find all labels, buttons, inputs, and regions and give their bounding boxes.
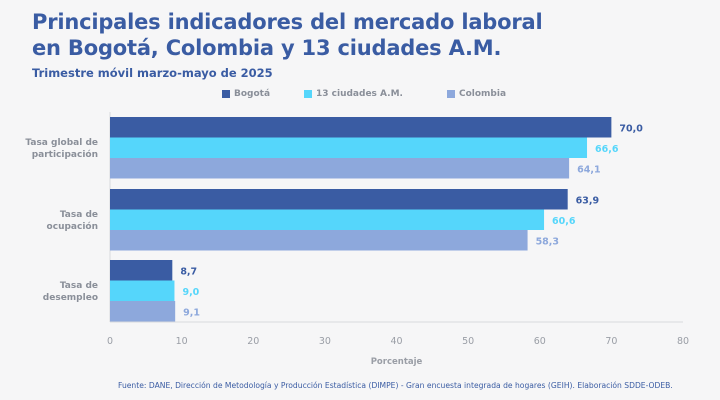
x-tick-label-70: 70 xyxy=(605,336,617,347)
legend-swatch-13-ciudades xyxy=(304,90,312,98)
legend-label-bogota: Bogotá xyxy=(234,89,271,99)
chart-title-line-1: Principales indicadores del mercado labo… xyxy=(32,10,543,34)
legend-label-13-ciudades: 13 ciudades A.M. xyxy=(316,89,403,99)
bar-13-ciudades-a-m-tasa-de-desempleo xyxy=(110,280,175,301)
category-label-tasa-de-ocupacion-line-2: ocupación xyxy=(47,221,98,232)
bar-bogota-tasa-global-de-participacion xyxy=(110,117,612,138)
data-label-13-ciudades-a-m-tasa-global-de-participacion: 66,6 xyxy=(595,144,619,155)
category-label-tasa-global-de-participacion-line-1: Tasa global de xyxy=(25,138,98,148)
x-tick-label-40: 40 xyxy=(390,336,402,347)
legend-item-bogota: Bogotá xyxy=(222,89,270,99)
data-label-bogota-tasa-global-de-participacion: 70,0 xyxy=(619,123,643,134)
legend-swatch-bogota xyxy=(222,90,230,98)
data-label-13-ciudades-a-m-tasa-de-ocupacion: 60,6 xyxy=(552,216,576,227)
data-label-colombia-tasa-global-de-participacion: 64,1 xyxy=(577,164,600,175)
bar-colombia-tasa-global-de-participacion xyxy=(110,158,570,179)
x-tick-label-0: 0 xyxy=(107,336,113,347)
x-tick-label-80: 80 xyxy=(677,336,689,347)
source-note: Fuente: DANE, Dirección de Metodología y… xyxy=(118,381,673,390)
data-label-bogota-tasa-de-desempleo: 8,7 xyxy=(180,266,197,277)
x-tick-label-60: 60 xyxy=(534,336,546,347)
chart-title-line-2: en Bogotá, Colombia y 13 ciudades A.M. xyxy=(32,36,502,60)
chart-title: Principales indicadores del mercado labo… xyxy=(32,9,543,61)
bar-bogota-tasa-de-desempleo xyxy=(110,260,173,281)
bar-colombia-tasa-de-ocupacion xyxy=(110,230,528,251)
bar-13-ciudades-a-m-tasa-global-de-participacion xyxy=(110,137,588,158)
legend-item-13-ciudades: 13 ciudades A.M. xyxy=(304,89,403,99)
category-label-tasa-de-ocupacion-line-1: Tasa de xyxy=(60,210,98,220)
legend-label-colombia: Colombia xyxy=(459,89,507,99)
data-label-13-ciudades-a-m-tasa-de-desempleo: 9,0 xyxy=(182,287,199,298)
legend-swatch-colombia xyxy=(447,90,455,98)
x-axis-title: Porcentaje xyxy=(371,357,423,367)
x-tick-label-50: 50 xyxy=(462,336,474,347)
legend-item-colombia: Colombia xyxy=(447,89,506,99)
x-tick-label-10: 10 xyxy=(176,336,188,347)
category-label-tasa-de-desempleo-line-2: desempleo xyxy=(43,293,98,303)
bar-colombia-tasa-de-desempleo xyxy=(110,301,176,322)
data-label-colombia-tasa-de-desempleo: 9,1 xyxy=(183,307,200,318)
chart-subtitle: Trimestre móvil marzo-mayo de 2025 xyxy=(32,66,273,80)
data-label-colombia-tasa-de-ocupacion: 58,3 xyxy=(536,236,559,247)
bar-13-ciudades-a-m-tasa-de-ocupacion xyxy=(110,209,545,230)
bar-bogota-tasa-de-ocupacion xyxy=(110,189,568,210)
category-label-tasa-global-de-participacion-line-2: participación xyxy=(32,149,98,160)
x-tick-label-20: 20 xyxy=(247,336,259,347)
category-label-tasa-de-desempleo-line-1: Tasa de xyxy=(60,281,98,291)
data-label-bogota-tasa-de-ocupacion: 63,9 xyxy=(576,195,599,206)
x-tick-label-30: 30 xyxy=(319,336,331,347)
